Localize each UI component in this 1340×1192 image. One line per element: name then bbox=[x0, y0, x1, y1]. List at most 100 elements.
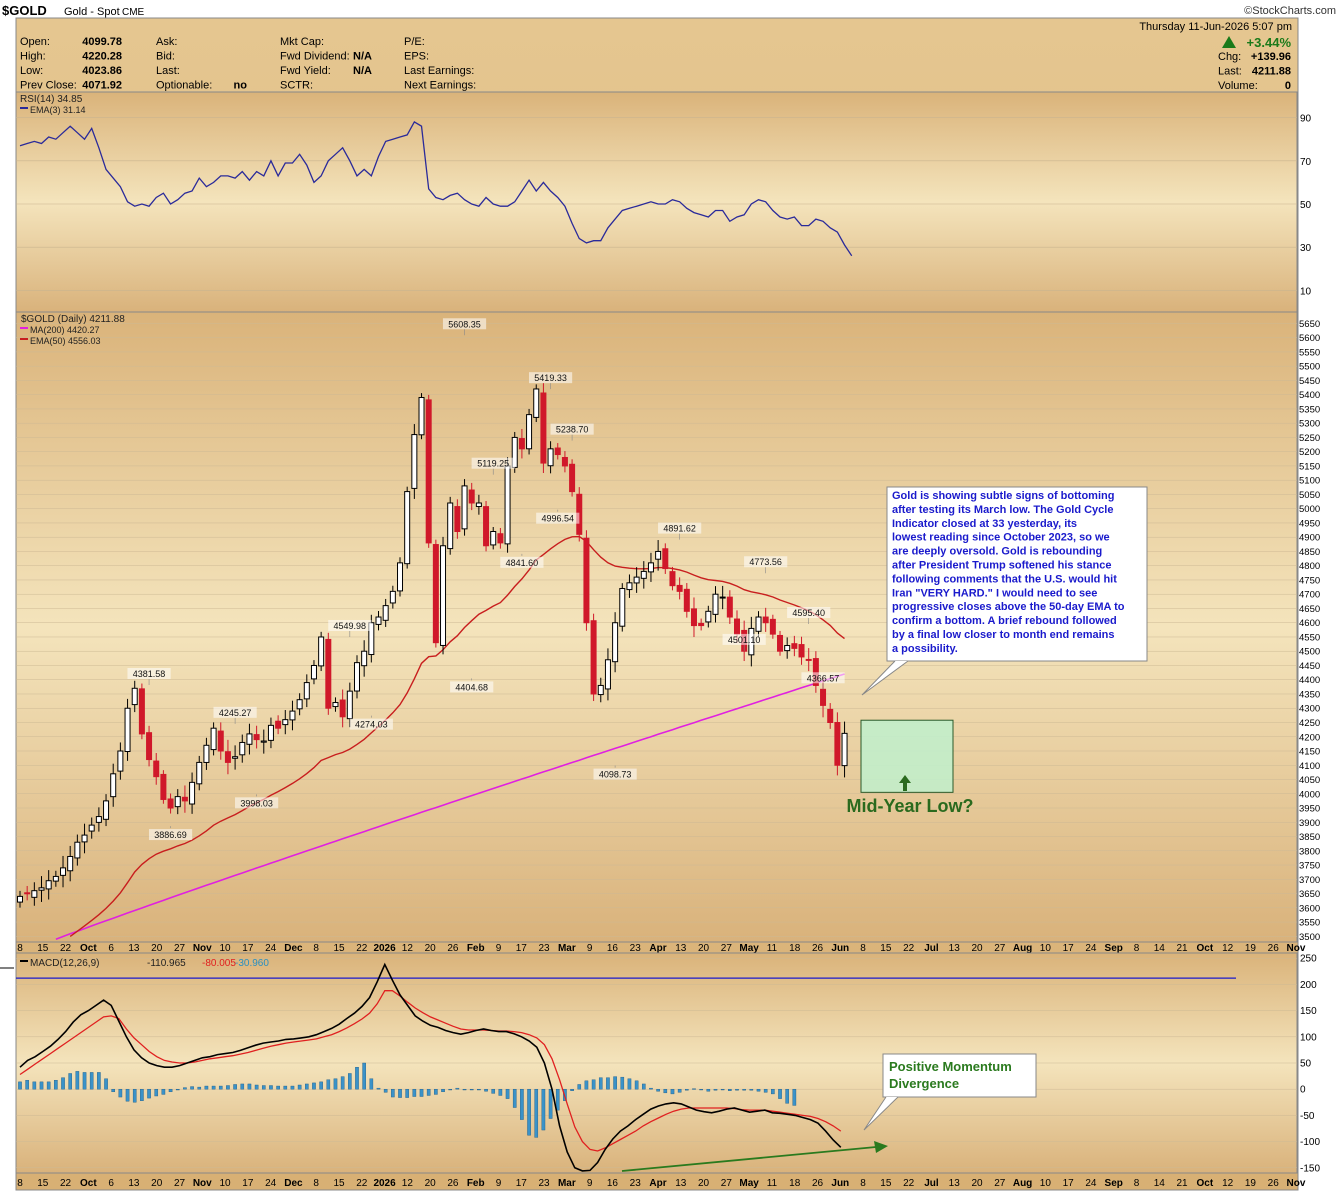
macd-histogram-bar bbox=[269, 1085, 273, 1090]
macd-histogram-bar bbox=[168, 1088, 173, 1093]
macd-histogram-bar bbox=[613, 1076, 617, 1090]
candle-body bbox=[561, 456, 568, 467]
macd-histogram-bar bbox=[756, 1088, 761, 1092]
extreme-label: 5419.33 bbox=[534, 373, 567, 383]
extreme-label: 4549.98 bbox=[334, 621, 367, 631]
macd-histogram-bar bbox=[333, 1078, 338, 1090]
date-label-top: 17 bbox=[516, 943, 528, 954]
signal-value: -80.005 bbox=[202, 958, 236, 969]
price-tick-label: 4350 bbox=[1299, 689, 1320, 700]
price-tick-label: 5000 bbox=[1299, 504, 1320, 515]
price-tick-label: 3700 bbox=[1299, 875, 1320, 886]
extreme-label-bg bbox=[500, 556, 544, 568]
signal-line bbox=[19, 990, 842, 1152]
note-line: progressive closes above the 50-day EMA … bbox=[892, 601, 1125, 613]
macd-histogram-bar bbox=[319, 1081, 323, 1090]
macd-histogram-bar bbox=[462, 1088, 467, 1091]
date-label-top: 17 bbox=[242, 943, 254, 954]
macd-tick-label: 50 bbox=[1300, 1059, 1312, 1070]
macd-histogram-bar bbox=[68, 1073, 72, 1090]
macd-panel: 250 200 150 100 50 0 -50 -100 -150 MACD(12,26,9)… bbox=[0, 952, 1320, 1174]
extreme-label-bg bbox=[450, 681, 494, 693]
macd-histogram bbox=[18, 1062, 797, 1138]
date-label-bottom: Sep bbox=[1105, 1178, 1123, 1189]
ema-legend-swatch bbox=[20, 107, 28, 109]
macd-histogram-bar bbox=[154, 1088, 159, 1097]
mid-year-low-label: Mid-Year Low? bbox=[846, 796, 973, 816]
quote-value: 4071.92 bbox=[82, 80, 122, 92]
candle-body bbox=[375, 616, 382, 625]
price-tick-label: 4550 bbox=[1299, 632, 1320, 643]
candle-body bbox=[690, 608, 697, 627]
note-line: after testing its March low. The Gold Cy… bbox=[892, 504, 1113, 516]
macd-histogram-bar bbox=[627, 1078, 632, 1090]
candle-body bbox=[425, 399, 432, 544]
macd-histogram-bar bbox=[261, 1085, 266, 1090]
date-label-bottom: May bbox=[739, 1178, 759, 1189]
date-label-top: 10 bbox=[1040, 943, 1052, 954]
date-label-bottom: 15 bbox=[880, 1178, 892, 1189]
date-label-bottom: 2026 bbox=[373, 1178, 396, 1189]
note-box bbox=[886, 486, 1148, 662]
price-tick-label: 4400 bbox=[1299, 675, 1320, 686]
candle-body bbox=[224, 751, 231, 763]
macd-legend: MACD(12,26,9) bbox=[30, 958, 99, 969]
macd-histogram-bar bbox=[491, 1088, 496, 1094]
candle-body bbox=[153, 760, 160, 778]
candle-body bbox=[504, 465, 511, 545]
candle-body bbox=[777, 634, 784, 652]
extreme-label-bg bbox=[722, 633, 766, 645]
candle-body bbox=[633, 576, 640, 584]
mid-year-low-zone bbox=[860, 719, 954, 793]
price-tick-label: 3500 bbox=[1299, 932, 1320, 943]
date-label-top: Aug bbox=[1013, 943, 1032, 954]
rsi-tick-label: 10 bbox=[1300, 286, 1312, 297]
macd-histogram-bar bbox=[598, 1077, 603, 1090]
extreme-label: 4098.73 bbox=[599, 770, 632, 780]
macd-histogram-bar bbox=[728, 1088, 732, 1091]
divergence-arrowhead-icon bbox=[874, 1141, 888, 1153]
macd-histogram-bar bbox=[641, 1083, 646, 1090]
candle-body bbox=[275, 720, 282, 729]
extreme-labels: 4381.58 3886.69 4245.27 3998.03 4549.98 4274.… bbox=[127, 318, 845, 841]
quote-mid-label: Ask: bbox=[156, 36, 177, 48]
candle-body bbox=[619, 588, 626, 627]
ma200-legend-swatch bbox=[20, 327, 28, 329]
macd-histogram-bar bbox=[340, 1076, 345, 1090]
candle-body bbox=[583, 537, 590, 624]
macd-line bbox=[19, 962, 842, 1172]
right-quote-value: 4211.88 bbox=[1252, 66, 1291, 78]
candle-body bbox=[712, 593, 719, 615]
candle-body bbox=[669, 571, 676, 587]
price-tick-label: 5650 bbox=[1299, 319, 1320, 330]
candle-body bbox=[820, 688, 827, 706]
date-label-bottom: 26 bbox=[447, 1178, 459, 1189]
date-label-top: 8 bbox=[313, 943, 319, 954]
macd-histogram-bar bbox=[735, 1088, 739, 1091]
date-label-top: 26 bbox=[447, 943, 459, 954]
date-label-top: 6 bbox=[108, 943, 114, 954]
date-label-bottom: 9 bbox=[587, 1178, 593, 1189]
date-label-top: 27 bbox=[174, 943, 186, 954]
candle-body bbox=[805, 658, 812, 661]
candle-body bbox=[554, 447, 561, 456]
extreme-label: 4996.54 bbox=[541, 514, 574, 524]
macd-histogram-bar bbox=[276, 1085, 280, 1090]
candle-body bbox=[676, 584, 683, 592]
extreme-label: 4381.58 bbox=[133, 669, 166, 679]
note-line: confirm a bottom. A brief rebound follow… bbox=[892, 615, 1117, 627]
quote-value: 4220.28 bbox=[82, 51, 122, 63]
macd-histogram-bar bbox=[771, 1088, 775, 1095]
candle-body bbox=[454, 506, 461, 533]
macd-histogram-bar bbox=[82, 1072, 87, 1090]
date-label-top: 22 bbox=[903, 943, 915, 954]
macd-histogram-bar bbox=[233, 1084, 237, 1090]
candle-body bbox=[60, 867, 67, 876]
date-label-bottom: 20 bbox=[151, 1178, 163, 1189]
macd-histogram-bar bbox=[541, 1088, 546, 1131]
macd-histogram-bar bbox=[398, 1088, 402, 1098]
macd-histogram-bar bbox=[104, 1078, 108, 1090]
date-label-bottom: 13 bbox=[675, 1178, 687, 1189]
candle-body bbox=[404, 491, 411, 565]
candle-body bbox=[24, 892, 31, 895]
